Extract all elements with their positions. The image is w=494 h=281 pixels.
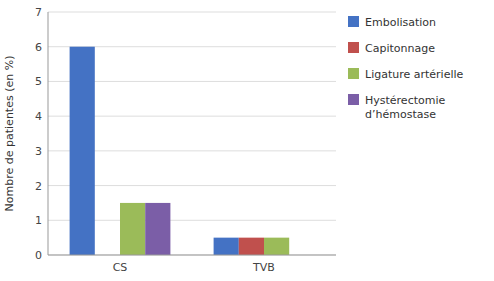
grid-line <box>48 255 336 256</box>
bar <box>214 238 239 255</box>
y-tick-label: 3 <box>35 145 42 158</box>
legend-label: Hystérectomied’hémostase <box>365 94 446 121</box>
x-tick-label: CS <box>113 261 128 274</box>
x-axis: CS TVB <box>113 261 275 274</box>
legend-label-line: Ligature artérielle <box>365 68 464 81</box>
bar <box>145 203 170 255</box>
legend: Embolisation Capitonnage Ligature artériel… <box>348 16 464 121</box>
legend-swatch <box>348 16 359 27</box>
y-axis-label: Nombre de patientes (en %) <box>3 56 16 212</box>
legend-label-line: Embolisation <box>365 16 436 29</box>
x-tick-label: TVB <box>252 261 275 274</box>
grid-line <box>48 12 336 13</box>
legend-label: Embolisation <box>365 16 436 29</box>
y-axis-line <box>48 12 49 255</box>
bar <box>239 238 264 255</box>
y-tick-label: 6 <box>35 41 42 54</box>
bar <box>70 47 95 255</box>
bars <box>70 47 290 255</box>
y-tick-label: 4 <box>35 110 42 123</box>
y-tick-label: 5 <box>35 75 42 88</box>
chart: 0 1 2 3 4 5 6 7 Nombre de patientes (en %) CS TVB E… <box>0 0 494 281</box>
x-axis-line <box>48 255 336 256</box>
legend-label-line: Capitonnage <box>365 42 435 55</box>
bar <box>264 238 289 255</box>
chart-container: 0 1 2 3 4 5 6 7 Nombre de patientes (en %) CS TVB E… <box>0 0 494 281</box>
legend-label-line: Hystérectomie <box>365 94 446 107</box>
bar <box>120 203 145 255</box>
legend-label: Capitonnage <box>365 42 435 55</box>
y-tick-label: 2 <box>35 180 42 193</box>
y-axis: 0 1 2 3 4 5 6 7 <box>35 6 336 262</box>
legend-swatch <box>348 94 359 105</box>
legend-swatch <box>348 42 359 53</box>
y-tick-label: 0 <box>35 249 42 262</box>
legend-label: Ligature artérielle <box>365 68 464 81</box>
y-tick-label: 7 <box>35 6 42 19</box>
y-tick-label: 1 <box>35 214 42 227</box>
legend-swatch <box>348 68 359 79</box>
legend-label-line: d’hémostase <box>365 108 436 121</box>
